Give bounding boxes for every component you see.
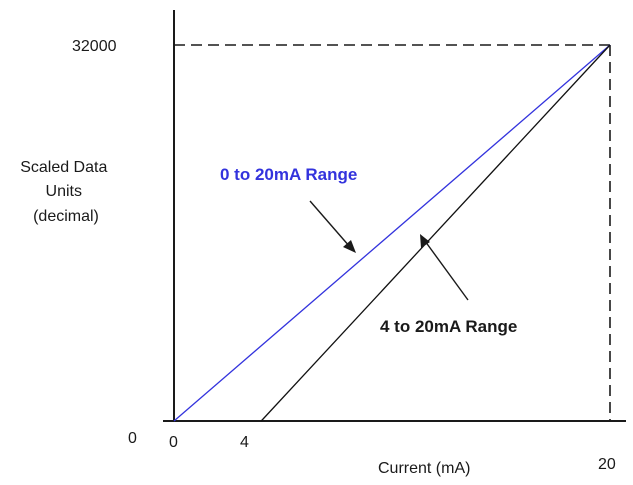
y-axis-label-line-2: Units [46, 183, 82, 200]
y-axis-label-line-1: Scaled Data [20, 159, 107, 176]
series-label-4-to-20ma: 4 to 20mA Range [380, 317, 517, 336]
y-tick-label-0: 0 [128, 430, 137, 447]
series-line-4-to-20ma [260, 44, 611, 422]
arrowhead-0-to-20ma [343, 240, 356, 253]
arrow-line-0-to-20ma [309, 200, 351, 248]
series-line-0-to-20ma [173, 44, 611, 422]
x-tick-label-20: 20 [598, 456, 616, 473]
arrowhead-4-to-20ma [420, 234, 430, 248]
arrow-line-4-to-20ma [424, 240, 469, 301]
y-axis-label: Scaled Data Units (decimal) [20, 159, 112, 225]
series-label-0-to-20ma: 0 to 20mA Range [220, 165, 357, 184]
x-tick-label-4: 4 [240, 434, 249, 451]
x-tick-label-0: 0 [169, 434, 178, 451]
y-axis-label-line-3: (decimal) [33, 208, 99, 225]
x-axis-label: Current (mA) [378, 460, 470, 477]
y-tick-label-32000: 32000 [72, 38, 117, 55]
